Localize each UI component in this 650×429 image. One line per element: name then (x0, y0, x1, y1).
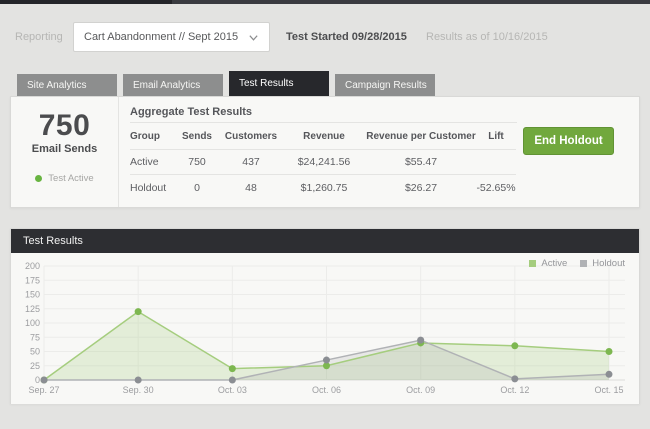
tab-campaign-results[interactable]: Campaign Results (335, 74, 435, 96)
column-header: Revenue per Customer (366, 131, 476, 142)
y-tick-label: 150 (25, 290, 40, 300)
table-cell: 0 (174, 182, 220, 194)
x-tick-label: Oct. 12 (500, 385, 529, 395)
table-cell: 437 (220, 156, 282, 168)
results-as-of-text: Results as of 10/16/2015 (426, 31, 548, 43)
holdout-point[interactable] (323, 357, 330, 364)
chart-panel-header: Test Results (11, 229, 639, 253)
reporting-label: Reporting (15, 31, 63, 43)
table-cell: Holdout (130, 182, 174, 194)
email-sends-count: 750 (11, 111, 118, 141)
y-tick-label: 50 (30, 347, 40, 357)
topbar: Reporting Cart Abandonment // Sept 2015 … (0, 4, 650, 64)
chart-svg: 0 25 50 75 100 125 150 175 200 Sep. 27 Sep. 30 Oct.… (11, 253, 639, 404)
x-tick-label: Oct. 06 (312, 385, 341, 395)
active-point[interactable] (135, 308, 142, 315)
table-cell: 48 (220, 182, 282, 194)
status-text: Test Active (48, 173, 93, 184)
table-row: Active750437$24,241.56$55.47 (130, 150, 516, 175)
end-holdout-button[interactable]: End Holdout (523, 127, 614, 155)
x-tick-label: Oct. 15 (594, 385, 623, 395)
tab-site-analytics[interactable]: Site Analytics (17, 74, 117, 96)
holdout-point[interactable] (511, 375, 518, 382)
chart-body: Active Holdout 0 25 50 75 100 125 150 175 200 Sep.… (11, 253, 639, 404)
test-started-text: Test Started 09/28/2015 (286, 31, 407, 43)
status-dot-icon (35, 175, 42, 182)
x-tick-label: Sep. 27 (28, 385, 59, 395)
legend-swatch-icon (529, 260, 536, 267)
y-tick-label: 175 (25, 275, 40, 285)
summary-left: 750 Email Sends Test Active (11, 97, 118, 207)
report-dropdown-value: Cart Abandonment // Sept 2015 (84, 31, 248, 43)
y-tick-label: 75 (30, 332, 40, 342)
holdout-point[interactable] (135, 377, 142, 384)
report-dropdown[interactable]: Cart Abandonment // Sept 2015 (73, 22, 270, 52)
table-cell: $1,260.75 (282, 182, 366, 194)
table-cell: Active (130, 156, 174, 168)
column-header: Revenue (282, 131, 366, 142)
email-sends-label: Email Sends (11, 143, 118, 155)
aggregate-title: Aggregate Test Results (130, 97, 517, 123)
active-point[interactable] (606, 348, 613, 355)
legend-label: Holdout (592, 258, 625, 269)
chart-legend: Active Holdout (529, 258, 625, 269)
x-tick-label: Oct. 09 (406, 385, 435, 395)
x-tick-label: Sep. 30 (123, 385, 154, 395)
chart-panel: Test Results Active Holdout 0 25 50 75 100 125… (10, 228, 640, 404)
test-status: Test Active (11, 173, 118, 184)
table-cell: -52.65% (476, 182, 516, 194)
y-tick-label: 125 (25, 304, 40, 314)
holdout-point[interactable] (41, 377, 48, 384)
chevron-down-icon (248, 32, 259, 43)
column-header: Lift (476, 131, 516, 142)
holdout-point[interactable] (229, 377, 236, 384)
table-row: Holdout048$1,260.75$26.27-52.65% (130, 175, 516, 201)
active-point[interactable] (229, 365, 236, 372)
legend-swatch-icon (580, 260, 587, 267)
tabs: Site Analytics Email Analytics Test Result… (17, 71, 435, 96)
aggregate-header-row: GroupSendsCustomersRevenueRevenue per Cu… (130, 123, 516, 150)
table-cell: $24,241.56 (282, 156, 366, 168)
legend-item-holdout[interactable]: Holdout (580, 258, 625, 269)
y-tick-label: 25 (30, 361, 40, 371)
table-cell: 750 (174, 156, 220, 168)
table-cell: $26.27 (366, 182, 476, 194)
active-point[interactable] (511, 342, 518, 349)
y-tick-label: 0 (35, 375, 40, 385)
y-tick-label: 100 (25, 318, 40, 328)
column-header: Customers (220, 131, 282, 142)
legend-item-active[interactable]: Active (529, 258, 567, 269)
tab-test-results[interactable]: Test Results (229, 71, 329, 96)
tab-email-analytics[interactable]: Email Analytics (123, 74, 223, 96)
x-tick-label: Oct. 03 (218, 385, 247, 395)
y-tick-label: 200 (25, 261, 40, 271)
column-header: Group (130, 131, 174, 142)
table-cell: $55.47 (366, 156, 476, 168)
holdout-point[interactable] (417, 337, 424, 344)
legend-label: Active (541, 258, 567, 269)
column-header: Sends (174, 131, 220, 142)
chart-panel-title: Test Results (23, 235, 83, 247)
summary-panel: 750 Email Sends Test Active Aggregate Te… (10, 96, 640, 208)
holdout-point[interactable] (606, 371, 613, 378)
